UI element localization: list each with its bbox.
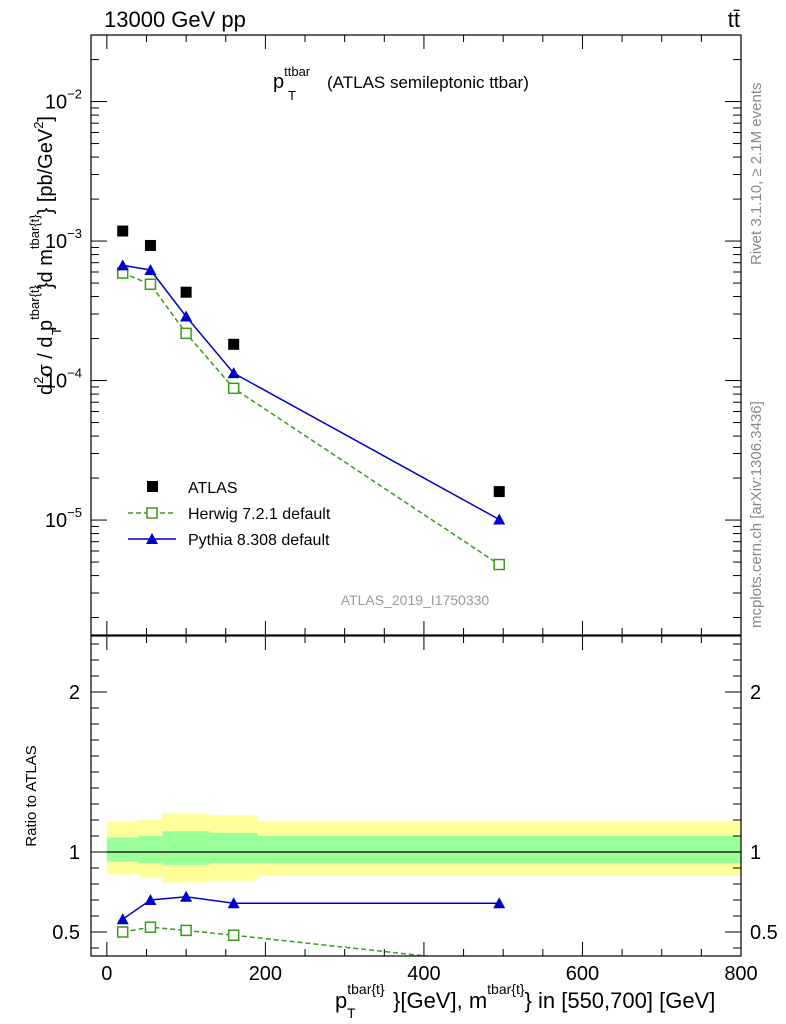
y-tick-label: 10−4 (45, 366, 82, 393)
x-tick-label: 800 (724, 963, 757, 985)
legend-item-herwig: Herwig 7.2.1 default (128, 506, 331, 523)
y-tick-label: 10−3 (45, 226, 82, 253)
herwig-ratio-line (122, 926, 433, 956)
pythia-ratio-point (493, 897, 506, 909)
herwig-point (493, 558, 505, 571)
ratio-panel: 0 200 400 600 800 0.5 0.5 1 1 2 2 Ratio to ATLAS p… (23, 635, 778, 1021)
pythia-point (227, 367, 240, 379)
pythia-point (144, 264, 157, 276)
watermark: ATLAS_2019_I1750330 (341, 592, 490, 608)
uncertainty-band-inner (209, 832, 258, 864)
mcplots-label: mcplots.cern.ch [arXiv:1306.3436] (748, 401, 765, 628)
header-left: 13000 GeV pp (104, 7, 246, 32)
herwig-point (227, 382, 240, 395)
herwig-ratio-point (180, 924, 192, 937)
ratio-y-tick-label-right: 1 (750, 842, 761, 864)
herwig-point (144, 278, 157, 291)
pythia-ratio-point (116, 913, 129, 925)
ratio-y-tick-label: 2 (69, 682, 80, 704)
legend-herwig-label: Herwig 7.2.1 default (188, 506, 331, 523)
plot-title: pttbar T(ATLAS semileptonic ttbar) (273, 64, 529, 103)
ratio-panel-frame (90, 635, 742, 957)
herwig-ratio-point (116, 926, 129, 938)
x-tick-label: 200 (249, 963, 282, 985)
ratio-y-label: Ratio to ATLAS (23, 745, 40, 846)
x-tick-label: 600 (566, 963, 599, 985)
pythia-point (180, 310, 193, 322)
legend-atlas-marker (147, 481, 158, 492)
atlas-point (144, 239, 156, 251)
atlas-point (117, 225, 129, 237)
rivet-label: Rivet 3.1.10, ≥ 2.1M events (748, 83, 765, 266)
ratio-y-tick-label: 0.5 (52, 922, 80, 944)
legend-pythia-marker (146, 533, 158, 544)
uncertainty-band-inner (257, 836, 741, 864)
pythia-ratio-line (122, 896, 500, 920)
pythia-point (116, 259, 129, 271)
legend-atlas-label: ATLAS (188, 480, 238, 497)
atlas-point (180, 286, 192, 298)
y-tick-label: 10−2 (45, 87, 82, 114)
y-tick-label: 10−5 (45, 505, 82, 532)
herwig-point (180, 327, 192, 340)
ratio-y-tick-label: 1 (69, 842, 80, 864)
legend: ATLAS Herwig 7.2.1 default Pythia 8.308 … (128, 480, 331, 549)
uncertainty-band-inner (138, 836, 163, 864)
legend-item-atlas: ATLAS (147, 480, 238, 497)
pythia-ratio-point (180, 890, 193, 902)
atlas-point (493, 486, 505, 498)
atlas-point (228, 338, 240, 350)
herwig-ratio-point (144, 921, 157, 933)
ratio-y-tick-label-right: 2 (750, 682, 761, 704)
header-right: tt̄ (728, 7, 740, 32)
herwig-ratio-point (227, 929, 240, 941)
main-panel: 10−2 10−3 10−4 10−5 pttbar T(ATLAS semilepto… (27, 34, 742, 636)
pythia-ratio-point (227, 897, 240, 909)
ratio-y-tick-label-right: 0.5 (750, 922, 778, 944)
pythia-ratio-point (144, 894, 157, 905)
main-panel-frame (90, 34, 742, 636)
x-axis-label: ptbar{t} T}[GeV], mtbar{t}} in [550,700] … (335, 981, 715, 1021)
pythia-line (122, 264, 500, 521)
uncertainty-band-inner (162, 831, 210, 865)
y-axis-label: d2σ / d ptbar{t}T}d mtbar{t}} [pb/GeV2] (27, 116, 64, 395)
uncertainty-band-inner (106, 837, 139, 862)
pythia-point (493, 513, 506, 525)
legend-herwig-marker (146, 507, 158, 519)
x-tick-label: 0 (101, 963, 112, 985)
x-tick-label: 400 (407, 963, 440, 985)
legend-item-pythia: Pythia 8.308 default (128, 532, 330, 549)
legend-pythia-label: Pythia 8.308 default (188, 532, 330, 549)
